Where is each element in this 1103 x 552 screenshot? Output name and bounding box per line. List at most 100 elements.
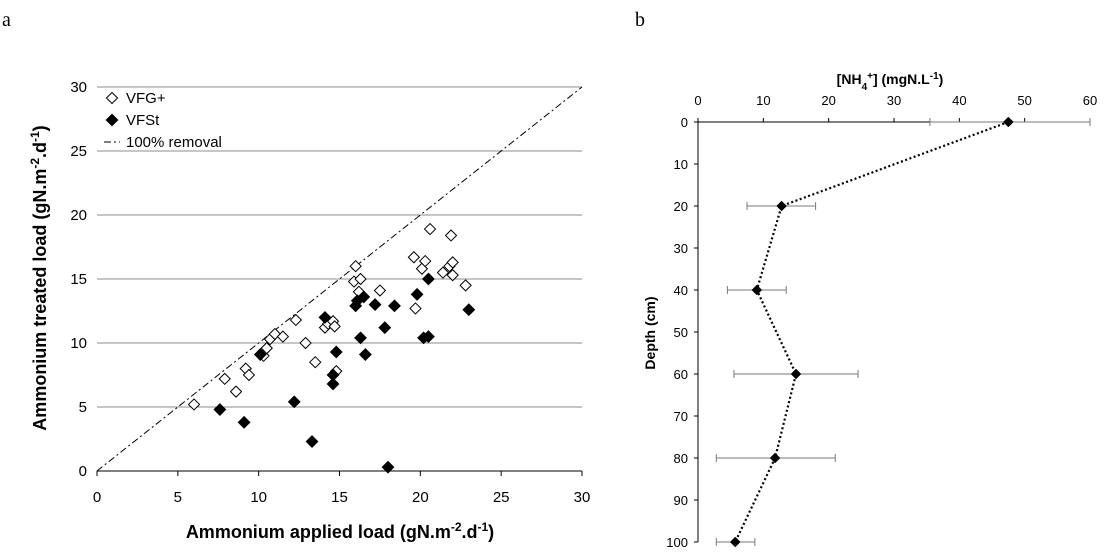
a-point-vfg: [446, 268, 459, 282]
panel-letter-a: a: [2, 9, 11, 31]
b-point: [729, 536, 741, 548]
b-point: [790, 368, 802, 380]
a-point-vfst: [357, 290, 371, 304]
b-point: [751, 284, 763, 296]
a-tick-labels: 0 5 10 15 20 25 30 0 5 10 15 20 25 30: [70, 79, 590, 506]
a-point-vfst: [305, 435, 319, 448]
a-y-tick-label: 0: [79, 463, 87, 480]
b-x-tick-label: 60: [1083, 93, 1097, 108]
a-point-vfst: [326, 377, 340, 391]
b-y-tick-label: 30: [674, 241, 688, 256]
b-y-tick-label: 100: [666, 535, 688, 550]
a-x-tick-label: 10: [250, 489, 267, 506]
b-x-tick-label: 30: [887, 93, 901, 108]
chart-a-scatter: 0 5 10 15 20 25 30 0 5 10 15 20 25 30 VFG+ VFSt 100% re…: [28, 79, 590, 542]
a-reference-line: [96, 86, 583, 472]
a-point-vfst: [381, 460, 395, 474]
a-point-vfst: [354, 331, 367, 345]
a-y-tick-label: 5: [79, 399, 87, 416]
a-legend: VFG+ VFSt 100% removal: [104, 90, 222, 151]
a-point-vfg: [436, 266, 450, 279]
b-point: [1002, 116, 1014, 128]
a-point-vfg: [423, 222, 437, 236]
chart-b-depth-profile: 0 10 20 30 40 50 60 0 10 20 30 40 50 60 70 80 90 100 [NH4…: [642, 71, 1097, 551]
a-x-tick-label: 15: [331, 489, 348, 506]
legend-label-removal: 100% removal: [126, 134, 222, 151]
b-y-tick-label: 60: [674, 367, 688, 382]
a-point-vfg: [373, 284, 387, 297]
legend-label-vfst: VFSt: [126, 112, 160, 129]
a-point-vfst: [462, 303, 476, 317]
a-axes: [96, 470, 583, 476]
b-y-tick-label: 0: [681, 115, 688, 130]
a-point-vfst: [378, 321, 392, 335]
a-point-vfst: [421, 272, 435, 286]
a-point-vfst: [368, 298, 382, 312]
a-x-axis-title: Ammonium applied load (gN.m-2.d-1): [186, 520, 494, 542]
a-point-vfg: [409, 302, 422, 315]
a-data-points: [187, 222, 476, 474]
b-x-tick-label: 10: [756, 93, 770, 108]
b-x-axis-title: [NH4+] (mgN.L-1): [837, 71, 944, 93]
b-y-tick-label: 20: [674, 199, 688, 214]
b-profile-polyline: [734, 120, 1009, 543]
b-x-tick-label: 20: [821, 93, 835, 108]
a-point-vfg: [446, 256, 459, 269]
a-point-vfg: [242, 368, 256, 382]
a-x-tick-label: 20: [412, 489, 429, 506]
a-point-vfst: [253, 348, 267, 361]
a-point-vfst: [287, 395, 301, 409]
b-y-tick-label: 40: [674, 283, 688, 298]
a-point-vfst: [421, 330, 435, 344]
a-y-tick-label: 25: [70, 143, 87, 160]
a-point-vfg: [354, 272, 367, 286]
b-y-tick-label: 10: [674, 157, 688, 172]
a-point-vfst: [329, 345, 343, 359]
b-x-tick-label: 0: [694, 93, 701, 108]
a-100pct-removal-line: [96, 86, 583, 472]
a-point-vfst: [213, 403, 227, 416]
b-error-bars: [715, 118, 1091, 546]
a-point-vfg: [260, 341, 273, 355]
a-point-vfg: [187, 398, 201, 411]
a-point-vfst: [358, 348, 372, 361]
a-y-axis-title: Ammonium treated load (gN.m-2.d-1): [28, 125, 50, 430]
b-tick-labels: 0 10 20 30 40 50 60 0 10 20 30 40 50 60 70 80 90 100: [666, 93, 1097, 550]
a-point-vfst: [318, 310, 332, 324]
a-gridlines: [97, 86, 582, 408]
a-x-tick-label: 25: [493, 489, 510, 506]
a-point-vfg: [276, 330, 290, 343]
b-data-points: [729, 116, 1014, 548]
b-y-tick-label: 90: [674, 493, 688, 508]
a-x-tick-label: 0: [93, 489, 101, 506]
a-point-vfg: [407, 251, 421, 264]
a-point-vfg: [444, 229, 458, 242]
a-point-vfg: [418, 254, 432, 268]
a-point-vfg: [328, 320, 341, 333]
legend-marker-vfg: [105, 91, 119, 105]
b-profile-line: [734, 120, 1009, 543]
a-point-vfg: [218, 372, 231, 386]
panel-letter-b: b: [635, 9, 645, 31]
a-point-vfg: [299, 336, 312, 350]
b-y-tick-label: 70: [674, 409, 688, 424]
a-y-tick-label: 20: [70, 207, 87, 224]
a-point-vfst: [237, 415, 251, 429]
legend-label-vfg: VFG+: [126, 90, 166, 107]
a-point-vfg: [459, 279, 472, 292]
a-point-vfst: [388, 299, 401, 313]
a-point-vfg: [229, 385, 243, 398]
b-y-tick-label: 50: [674, 325, 688, 340]
a-x-tick-label: 30: [574, 489, 591, 506]
a-y-tick-label: 30: [70, 79, 87, 96]
b-x-tick-label: 50: [1017, 93, 1031, 108]
b-y-tick-label: 80: [674, 451, 688, 466]
b-y-axis-title: Depth (cm): [642, 296, 658, 369]
legend-marker-vfst: [105, 113, 119, 127]
b-x-tick-label: 40: [952, 93, 966, 108]
a-y-tick-label: 15: [70, 271, 87, 288]
a-point-vfg: [349, 259, 362, 273]
a-point-vfg: [289, 313, 303, 327]
a-point-vfg: [309, 355, 322, 369]
